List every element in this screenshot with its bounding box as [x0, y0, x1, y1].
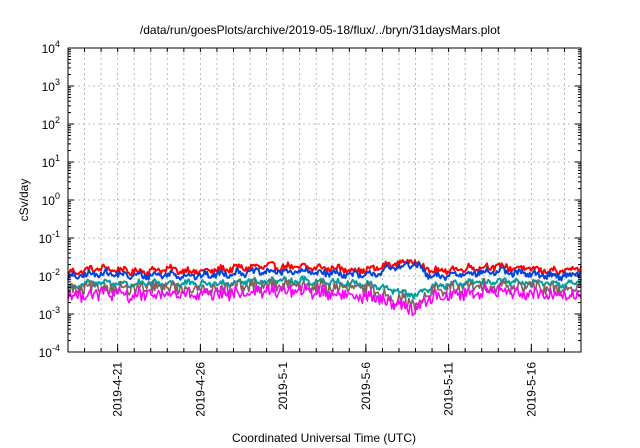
y-tick-exponent: -1: [52, 229, 60, 239]
y-tick-exponent: 3: [55, 77, 60, 87]
x-tick-label: 2019-4-21: [111, 362, 125, 417]
y-tick-base: 10: [42, 156, 56, 170]
y-tick-exponent: -3: [52, 305, 60, 315]
y-tick-base: 10: [42, 118, 56, 132]
y-tick-exponent: 4: [55, 39, 60, 49]
x-tick-label: 2019-5-6: [359, 362, 373, 410]
y-tick-label: 103: [42, 77, 60, 94]
y-tick-exponent: 1: [55, 153, 60, 163]
y-tick-label: 102: [42, 115, 60, 132]
x-tick-label: 2019-5-16: [524, 362, 538, 417]
y-tick-base: 10: [42, 194, 56, 208]
x-axis-label: Coordinated Universal Time (UTC): [232, 431, 416, 445]
y-tick-base: 10: [39, 232, 53, 246]
series-line: [67, 258, 582, 277]
series-lines: [67, 258, 582, 317]
x-tick-label: 2019-5-1: [276, 362, 290, 410]
x-tick-label: 2019-4-26: [193, 362, 207, 417]
y-tick-label: 10-3: [39, 305, 60, 322]
y-tick-base: 10: [42, 42, 56, 56]
y-tick-label: 10-1: [39, 229, 60, 246]
series-line: [67, 261, 582, 282]
y-tick-exponent: 2: [55, 115, 60, 125]
y-tick-base: 10: [42, 80, 56, 94]
x-axis-ticks: 2019-4-21 2019-4-26 2019-5-1 2019-5-6 2019-5…: [84, 48, 565, 417]
y-tick-label: 104: [42, 39, 60, 56]
y-tick-label: 100: [42, 191, 60, 208]
y-tick-label: 10-2: [39, 267, 60, 284]
y-tick-label: 10-4: [39, 343, 60, 360]
y-tick-exponent: 0: [55, 191, 60, 201]
y-tick-base: 10: [39, 270, 53, 284]
x-tick-label: 2019-5-11: [442, 362, 456, 416]
y-tick-exponent: -2: [52, 267, 60, 277]
y-tick-label: 101: [42, 153, 60, 170]
series-line: [67, 283, 582, 317]
y-tick-base: 10: [39, 346, 53, 360]
y-axis-label: cSv/day: [17, 179, 31, 222]
y-tick-exponent: -4: [52, 343, 60, 353]
chart-title: /data/run/goesPlots/archive/2019-05-18/f…: [140, 23, 501, 37]
y-tick-base: 10: [39, 308, 53, 322]
grid: [68, 48, 581, 352]
